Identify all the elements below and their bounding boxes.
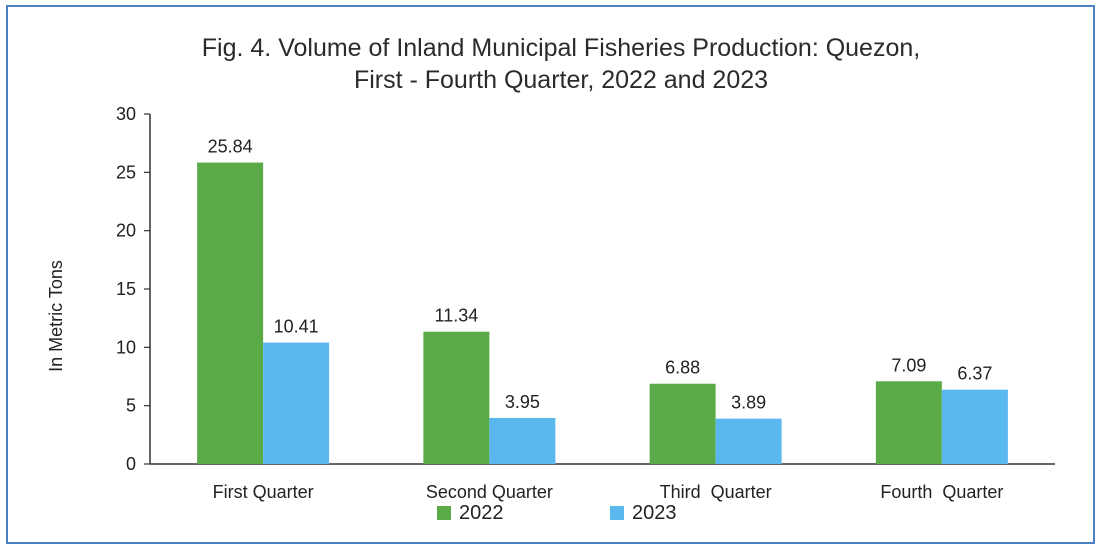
x-tick-label: Third Quarter	[660, 482, 772, 502]
chart-title-line1: Fig. 4. Volume of Inland Municipal Fishe…	[202, 34, 920, 62]
data-label: 6.88	[665, 358, 700, 378]
y-axis-label: In Metric Tons	[46, 260, 66, 372]
bar-2023-0	[263, 342, 330, 464]
bar-2023-3	[941, 389, 1008, 464]
bar-2022-1	[423, 331, 490, 464]
legend: 2022 2023	[437, 502, 677, 524]
y-tick-label: 15	[116, 279, 136, 299]
x-tick-label: First Quarter	[213, 482, 314, 502]
legend-swatch-2023	[610, 506, 624, 520]
y-tick-label: 30	[116, 104, 136, 124]
data-label: 3.95	[505, 392, 540, 412]
bar-2022-0	[197, 162, 264, 465]
bar-2022-2	[649, 383, 716, 464]
bar-2023-2	[715, 418, 782, 464]
data-label: 6.37	[957, 364, 992, 384]
chart-title-line2: First - Fourth Quarter, 2022 and 2023	[354, 66, 768, 94]
data-label: 3.89	[731, 393, 766, 413]
y-tick-label: 0	[126, 454, 136, 474]
x-tick-label: Fourth Quarter	[880, 482, 1003, 502]
bars: 25.84 10.41 11.34 3.95 6.88 3.89 7.09 6.37	[197, 137, 1008, 465]
data-label: 25.84	[208, 137, 253, 157]
bar-2022-3	[875, 381, 942, 464]
legend-label: 2023	[632, 502, 677, 524]
y-tick-label: 25	[116, 162, 136, 182]
data-label: 10.41	[274, 317, 319, 337]
y-tick-label: 5	[126, 396, 136, 416]
legend-label: 2022	[459, 502, 504, 524]
data-label: 7.09	[891, 355, 926, 375]
y-tick-label: 20	[116, 221, 136, 241]
y-tick-label: 10	[116, 337, 136, 357]
x-tick-label: Second Quarter	[426, 482, 553, 502]
data-label: 11.34	[435, 306, 479, 326]
bar-2023-1	[489, 417, 556, 464]
legend-swatch-2022	[437, 506, 451, 520]
